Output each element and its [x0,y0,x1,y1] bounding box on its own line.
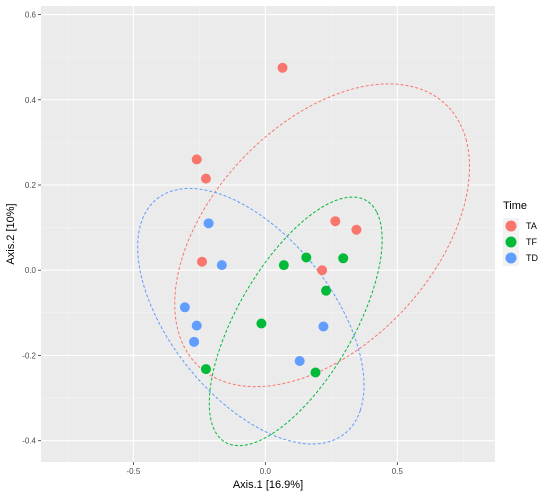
point-td [294,355,305,366]
legend-title: Time [503,200,527,212]
legend-key-ta [505,220,517,232]
ellipse-td [137,187,365,445]
minor-grid [41,6,495,462]
legend-label-ta: TA [526,221,537,231]
legend-label-td: TD [526,253,538,263]
point-ta [200,173,211,184]
point-td [179,302,190,313]
point-tf [200,364,211,375]
legend-key-tf [505,236,517,248]
point-ta [197,256,208,267]
legend-label-tf: TF [526,237,537,247]
point-td [216,260,227,271]
point-ta [191,154,202,165]
ellipse-ta [174,83,471,388]
point-tf [256,318,267,329]
point-ta [330,216,341,227]
x-tick-label: 0.0 [260,467,272,476]
y-tick-label: 0.6 [25,11,37,20]
x-axis-ticks: -0.5 0.0 0.5 [126,462,403,476]
legend-key-td [505,252,517,264]
y-tick-label: 0.4 [25,96,37,105]
y-axis-ticks: -0.4 -0.2 0.0 0.2 0.4 0.6 [22,11,41,446]
y-axis-title: Axis.2 [10%] [5,203,17,264]
x-tick-label: 0.5 [392,467,404,476]
x-tick-label: -0.5 [126,467,140,476]
y-tick-label: 0.0 [25,266,37,275]
ellipses [137,83,471,447]
point-td [318,321,329,332]
point-td [191,320,202,331]
point-tf [278,260,289,271]
plot-panel [41,6,495,462]
y-tick-label: -0.2 [22,351,36,360]
major-grid [41,6,495,462]
point-ta [317,265,328,276]
point-tf [321,285,332,296]
point-tf [338,253,349,264]
x-axis-title: Axis.1 [16.9%] [233,479,303,491]
point-ta [351,224,362,235]
point-td [189,336,200,347]
points [179,62,362,378]
legend: Time TA TF TD [503,200,538,266]
y-tick-label: -0.4 [22,437,36,446]
point-ta [277,62,288,73]
ellipse-tf [208,196,383,447]
point-tf [310,367,321,378]
point-tf [301,252,312,263]
point-td [203,218,214,229]
y-tick-label: 0.2 [25,181,37,190]
